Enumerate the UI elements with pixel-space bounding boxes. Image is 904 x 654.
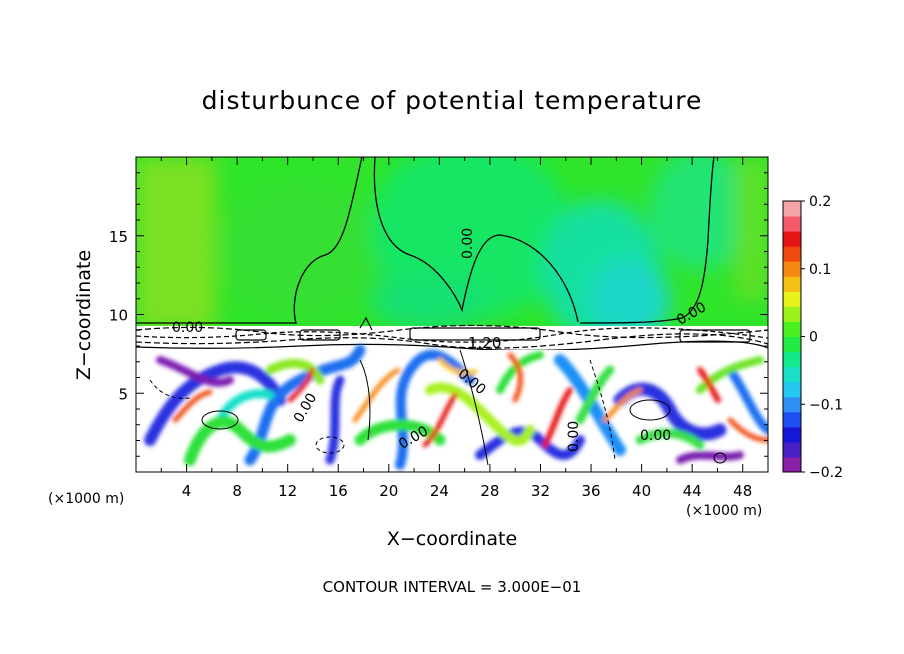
lower-layer-contours [149,349,727,466]
colorbar-swatch [783,216,801,232]
x-unit-label-right: (×1000 m) [686,503,763,519]
colorbar-tick-label: −0.1 [809,397,843,413]
upper-layer-shading [136,157,768,340]
colorbar-swatch [783,291,801,307]
x-tick-label: 8 [232,482,242,500]
y-tick-label: 5 [118,385,128,403]
y-tick-label: 10 [109,307,128,325]
x-tick-label: 28 [480,482,499,500]
x-tick-label: 36 [581,482,600,500]
x-tick-label: 16 [329,482,348,500]
x-axis-label: X−coordinate [386,528,518,550]
contour-label: 0.00 [172,320,204,336]
x-tick-label: 24 [430,482,449,500]
contour-label: 0.00 [566,420,582,452]
colorbar-swatch [783,411,801,428]
colorbar-tick-label: −0.2 [809,465,843,481]
x-tick-label: 32 [531,482,550,500]
x-tick-label: 48 [733,482,752,500]
colorbar-swatch [783,426,801,443]
contour-label: 1.20 [468,334,502,352]
colorbar-swatch [783,231,801,247]
colorbar-swatch [783,246,801,262]
colorbar-tick-label: 0 [809,330,818,346]
contour-label: 0.00 [460,227,476,259]
colorbar-swatch [783,201,801,217]
x-tick-label: 40 [632,482,651,500]
x-tick-label: 20 [379,482,398,500]
colorbar-swatch [783,366,801,383]
colorbar-tick-label: 0.1 [809,262,831,278]
chart-title: disturbunce of potential temperature [201,86,703,115]
x-unit-label: (×1000 m) [48,491,125,507]
x-tick-label: 4 [182,482,192,500]
colorbar-swatch [783,336,801,353]
colorbar-swatch [783,441,801,458]
colorbar: 0.2 0.1 0 −0.1 −0.2 [782,194,843,481]
inversion-contours [136,316,768,351]
colorbar-swatch [783,306,801,322]
heatmap-field [136,157,768,472]
y-axis-label: Z−coordinate [73,249,95,381]
y-tick-label: 15 [109,228,128,246]
colorbar-swatch [783,351,801,368]
colorbar-swatch [783,396,801,413]
contour-interval-text: CONTOUR INTERVAL = 3.000E−01 [322,578,582,596]
colorbar-swatch [783,261,801,277]
contour-label: 0.00 [640,428,672,444]
colorbar-tick-label: 0.2 [809,194,831,210]
colorbar-swatch [783,276,801,292]
zero-contour-upper [136,157,715,324]
x-tick-label: 12 [278,482,297,500]
x-tick-label: 44 [683,482,702,500]
colorbar-swatch [783,456,801,473]
colorbar-swatch [783,381,801,398]
colorbar-swatch [783,321,801,337]
